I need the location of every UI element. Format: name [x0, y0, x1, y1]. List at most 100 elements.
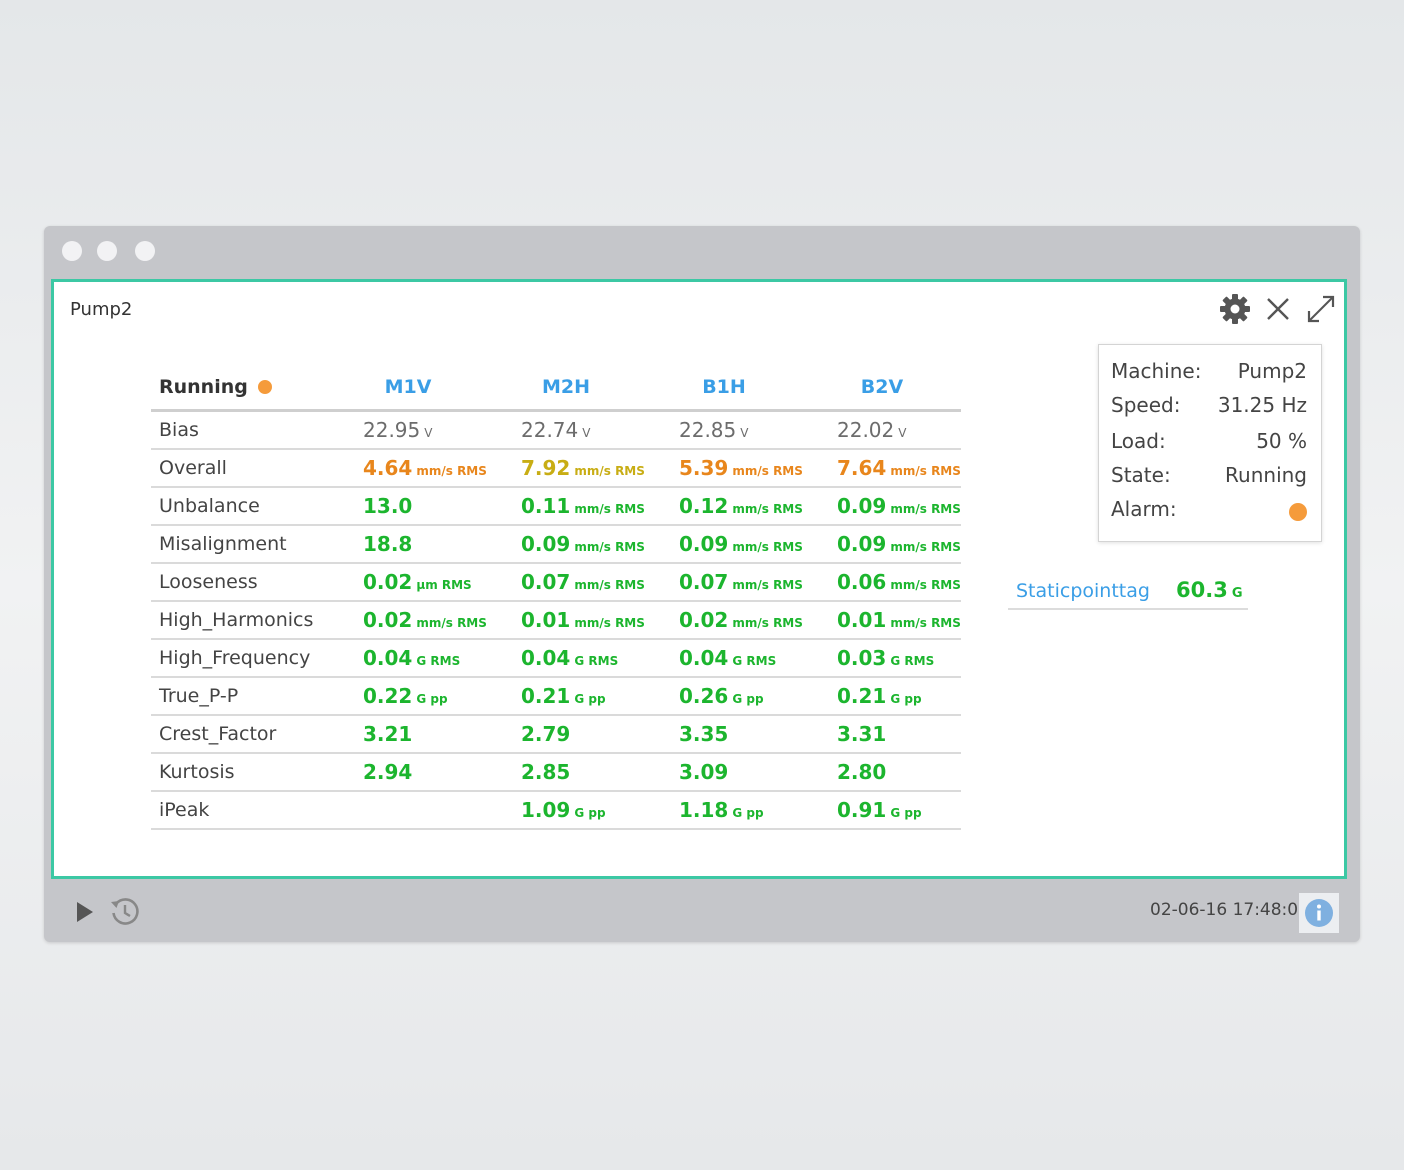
measurement-cell[interactable]: 0.12 mm/s RMS [645, 487, 803, 526]
measurement-value: 7.92 [521, 456, 571, 480]
measurement-cell[interactable]: 0.09 mm/s RMS [645, 525, 803, 564]
static-point-label: Staticpointtag [1016, 580, 1150, 602]
alarm-indicator-dot [1289, 503, 1307, 521]
measurement-cell[interactable]: 0.04 G RMS [329, 639, 487, 678]
measurement-unit: mm/s RMS [732, 502, 803, 516]
measurement-cell[interactable]: 0.03 G RMS [803, 639, 961, 678]
measurement-cell[interactable]: 2.85 [487, 753, 645, 792]
measurement-cell[interactable]: 0.07 mm/s RMS [487, 563, 645, 602]
measurement-cell[interactable]: 22.85 V [645, 410, 803, 450]
row-label: Misalignment [151, 525, 329, 564]
measurement-unit: G pp [416, 692, 448, 706]
measurement-unit: mm/s RMS [890, 502, 961, 516]
measurement-value: 2.94 [363, 760, 413, 784]
window-button-maximize[interactable] [135, 241, 155, 261]
measurement-cell[interactable]: 2.94 [329, 753, 487, 792]
measurement-cell[interactable]: 0.02 mm/s RMS [645, 601, 803, 640]
status-label: Running [159, 375, 248, 398]
measurement-cell[interactable]: 3.31 [803, 715, 961, 754]
measurement-cell[interactable]: 7.64 mm/s RMS [803, 449, 961, 488]
measurement-value: 0.09 [521, 532, 571, 556]
measurement-cell[interactable]: 2.79 [487, 715, 645, 754]
history-icon[interactable] [108, 895, 142, 929]
measurement-value: 2.79 [521, 722, 571, 746]
measurement-value: 0.04 [679, 646, 729, 670]
measurement-unit: mm/s RMS [574, 540, 645, 554]
measurement-unit: µm RMS [416, 578, 472, 592]
app-window: Pump2 [44, 226, 1360, 942]
measurement-cell[interactable]: 5.39 mm/s RMS [645, 449, 803, 488]
play-icon[interactable] [74, 899, 96, 925]
table-row: Bias 22.95 V 22.74 V 22.85 V 22.02 V [151, 410, 961, 450]
measurement-value: 0.02 [363, 570, 413, 594]
measurement-cell[interactable]: 0.01 mm/s RMS [487, 601, 645, 640]
measurement-cell[interactable]: 18.8 [329, 525, 487, 564]
state-row: State: Running [1111, 463, 1307, 493]
measurement-cell[interactable]: 0.06 mm/s RMS [803, 563, 961, 602]
info-button[interactable] [1299, 893, 1339, 933]
measurement-cell[interactable]: 0.04 G RMS [645, 639, 803, 678]
window-button-close[interactable] [62, 241, 82, 261]
column-header[interactable]: B2V [803, 364, 961, 412]
settings-icon[interactable] [1218, 292, 1252, 326]
speed-value: 31.25 Hz [1217, 393, 1307, 417]
measurement-table: Running M1V M2H B1H B2V Bias 22.95 V 22.74 V… [151, 364, 961, 830]
row-label: High_Frequency [151, 639, 329, 678]
measurement-cell[interactable]: 13.0 [329, 487, 487, 526]
window-button-minimize[interactable] [97, 241, 117, 261]
measurement-cell[interactable]: 0.04 G RMS [487, 639, 645, 678]
measurement-cell[interactable]: 0.21 G pp [487, 677, 645, 716]
measurement-cell[interactable]: 3.21 [329, 715, 487, 754]
status-header: Running [151, 364, 329, 412]
table-row: iPeak 1.09 G pp 1.18 G pp 0.91 G pp [151, 791, 961, 830]
timestamp: 02-06-16 17:48:05 [1150, 900, 1309, 920]
measurement-cell[interactable]: 3.35 [645, 715, 803, 754]
measurement-cell[interactable]: 22.74 V [487, 410, 645, 450]
static-point-reading: 60.3 G [1176, 578, 1243, 602]
measurement-cell[interactable] [329, 791, 487, 830]
row-label: True_P-P [151, 677, 329, 716]
measurement-cell[interactable]: 0.09 mm/s RMS [487, 525, 645, 564]
measurement-value: 0.09 [837, 532, 887, 556]
measurement-cell[interactable]: 0.11 mm/s RMS [487, 487, 645, 526]
measurement-unit: G pp [574, 692, 606, 706]
measurement-cell[interactable]: 2.80 [803, 753, 961, 792]
measurement-cell[interactable]: 7.92 mm/s RMS [487, 449, 645, 488]
measurement-unit: G pp [890, 692, 922, 706]
load-value: 50 % [1256, 429, 1307, 453]
measurement-cell[interactable]: 0.09 mm/s RMS [803, 525, 961, 564]
measurement-cell[interactable]: 22.95 V [329, 410, 487, 450]
measurement-unit: G pp [574, 806, 606, 820]
close-icon[interactable] [1261, 292, 1295, 326]
measurement-cell[interactable]: 0.26 G pp [645, 677, 803, 716]
measurement-unit: V [740, 426, 749, 440]
measurement-cell[interactable]: 4.64 mm/s RMS [329, 449, 487, 488]
measurement-cell[interactable]: 3.09 [645, 753, 803, 792]
measurement-value: 0.02 [363, 608, 413, 632]
column-header[interactable]: M2H [487, 364, 645, 412]
measurement-value: 0.06 [837, 570, 887, 594]
measurement-unit: mm/s RMS [890, 616, 961, 630]
measurement-value: 0.04 [363, 646, 413, 670]
measurement-cell[interactable]: 1.18 G pp [645, 791, 803, 830]
measurement-unit: mm/s RMS [574, 578, 645, 592]
measurement-cell[interactable]: 0.22 G pp [329, 677, 487, 716]
measurement-unit: V [898, 426, 907, 440]
measurement-value: 3.09 [679, 760, 729, 784]
measurement-cell[interactable]: 0.07 mm/s RMS [645, 563, 803, 602]
monitor-panel: Pump2 [51, 279, 1347, 879]
speed-label: Speed: [1111, 393, 1181, 417]
measurement-cell[interactable]: 0.02 mm/s RMS [329, 601, 487, 640]
measurement-cell[interactable]: 0.02 µm RMS [329, 563, 487, 602]
measurement-cell[interactable]: 0.91 G pp [803, 791, 961, 830]
measurement-cell[interactable]: 1.09 G pp [487, 791, 645, 830]
measurement-cell[interactable]: 0.01 mm/s RMS [803, 601, 961, 640]
measurement-cell[interactable]: 0.09 mm/s RMS [803, 487, 961, 526]
measurement-value: 0.09 [679, 532, 729, 556]
column-header[interactable]: B1H [645, 364, 803, 412]
static-point-tag[interactable]: Staticpointtag 60.3 G [1008, 574, 1248, 610]
column-header[interactable]: M1V [329, 364, 487, 412]
measurement-cell[interactable]: 0.21 G pp [803, 677, 961, 716]
expand-icon[interactable] [1304, 292, 1338, 326]
measurement-cell[interactable]: 22.02 V [803, 410, 961, 450]
